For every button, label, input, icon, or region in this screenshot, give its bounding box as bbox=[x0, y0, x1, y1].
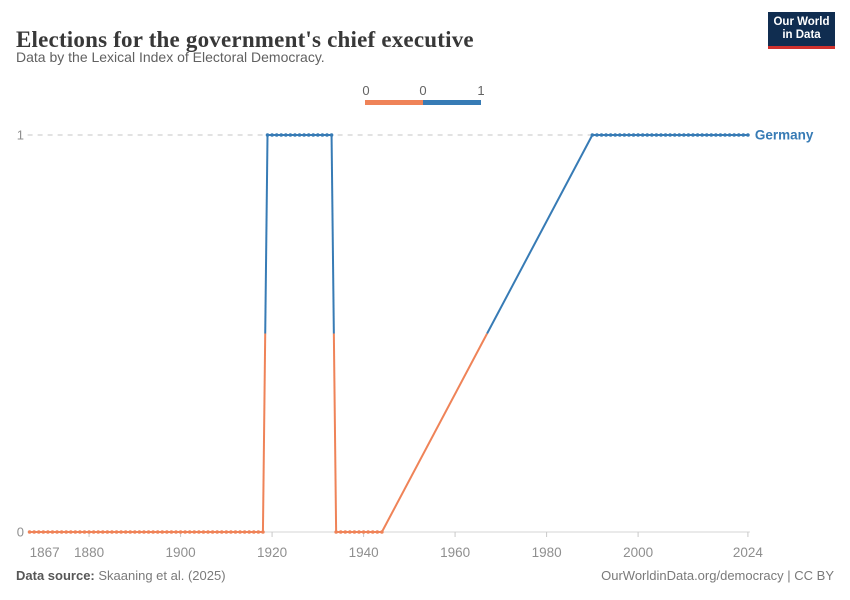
chart-footer: Data source: Skaaning et al. (2025) OurW… bbox=[16, 568, 834, 583]
svg-text:1980: 1980 bbox=[532, 545, 562, 560]
svg-text:1867: 1867 bbox=[30, 545, 60, 560]
legend-color-bar[interactable] bbox=[365, 100, 481, 105]
svg-text:1920: 1920 bbox=[257, 545, 287, 560]
license-credit[interactable]: OurWorldinData.org/democracy | CC BY bbox=[601, 568, 834, 583]
owid-logo: Our World in Data bbox=[768, 12, 835, 49]
svg-text:1880: 1880 bbox=[74, 545, 104, 560]
svg-text:1: 1 bbox=[17, 128, 24, 143]
owid-logo-line2: in Data bbox=[782, 29, 821, 41]
legend-edge-label-0: 0 bbox=[362, 83, 370, 98]
data-source-value: Skaaning et al. (2025) bbox=[94, 568, 226, 583]
svg-text:1940: 1940 bbox=[349, 545, 379, 560]
color-scale-legend[interactable]: 0 0 1 bbox=[362, 83, 485, 105]
legend-edge-label-2: 1 bbox=[477, 83, 485, 98]
legend-bin-0[interactable] bbox=[365, 100, 423, 105]
data-source-label: Data source: bbox=[16, 568, 95, 583]
legend-bin-1[interactable] bbox=[423, 100, 481, 105]
svg-text:1960: 1960 bbox=[440, 545, 470, 560]
legend-edge-label-1: 0 bbox=[419, 83, 427, 98]
svg-text:0: 0 bbox=[17, 525, 24, 540]
svg-text:2000: 2000 bbox=[623, 545, 653, 560]
svg-text:2024: 2024 bbox=[733, 545, 764, 560]
page-title: Elections for the government's chief exe… bbox=[16, 27, 474, 53]
svg-text:Germany: Germany bbox=[755, 128, 814, 143]
svg-text:1900: 1900 bbox=[166, 545, 196, 560]
owid-logo-line1: Our World bbox=[773, 16, 830, 28]
chart-canvas[interactable]: 1867 1880 1900 1920 1940 1960 1980 2000 2024 0 1 Ge… bbox=[0, 110, 850, 561]
chart-subtitle: Data by the Lexical Index of Electoral D… bbox=[16, 49, 325, 65]
